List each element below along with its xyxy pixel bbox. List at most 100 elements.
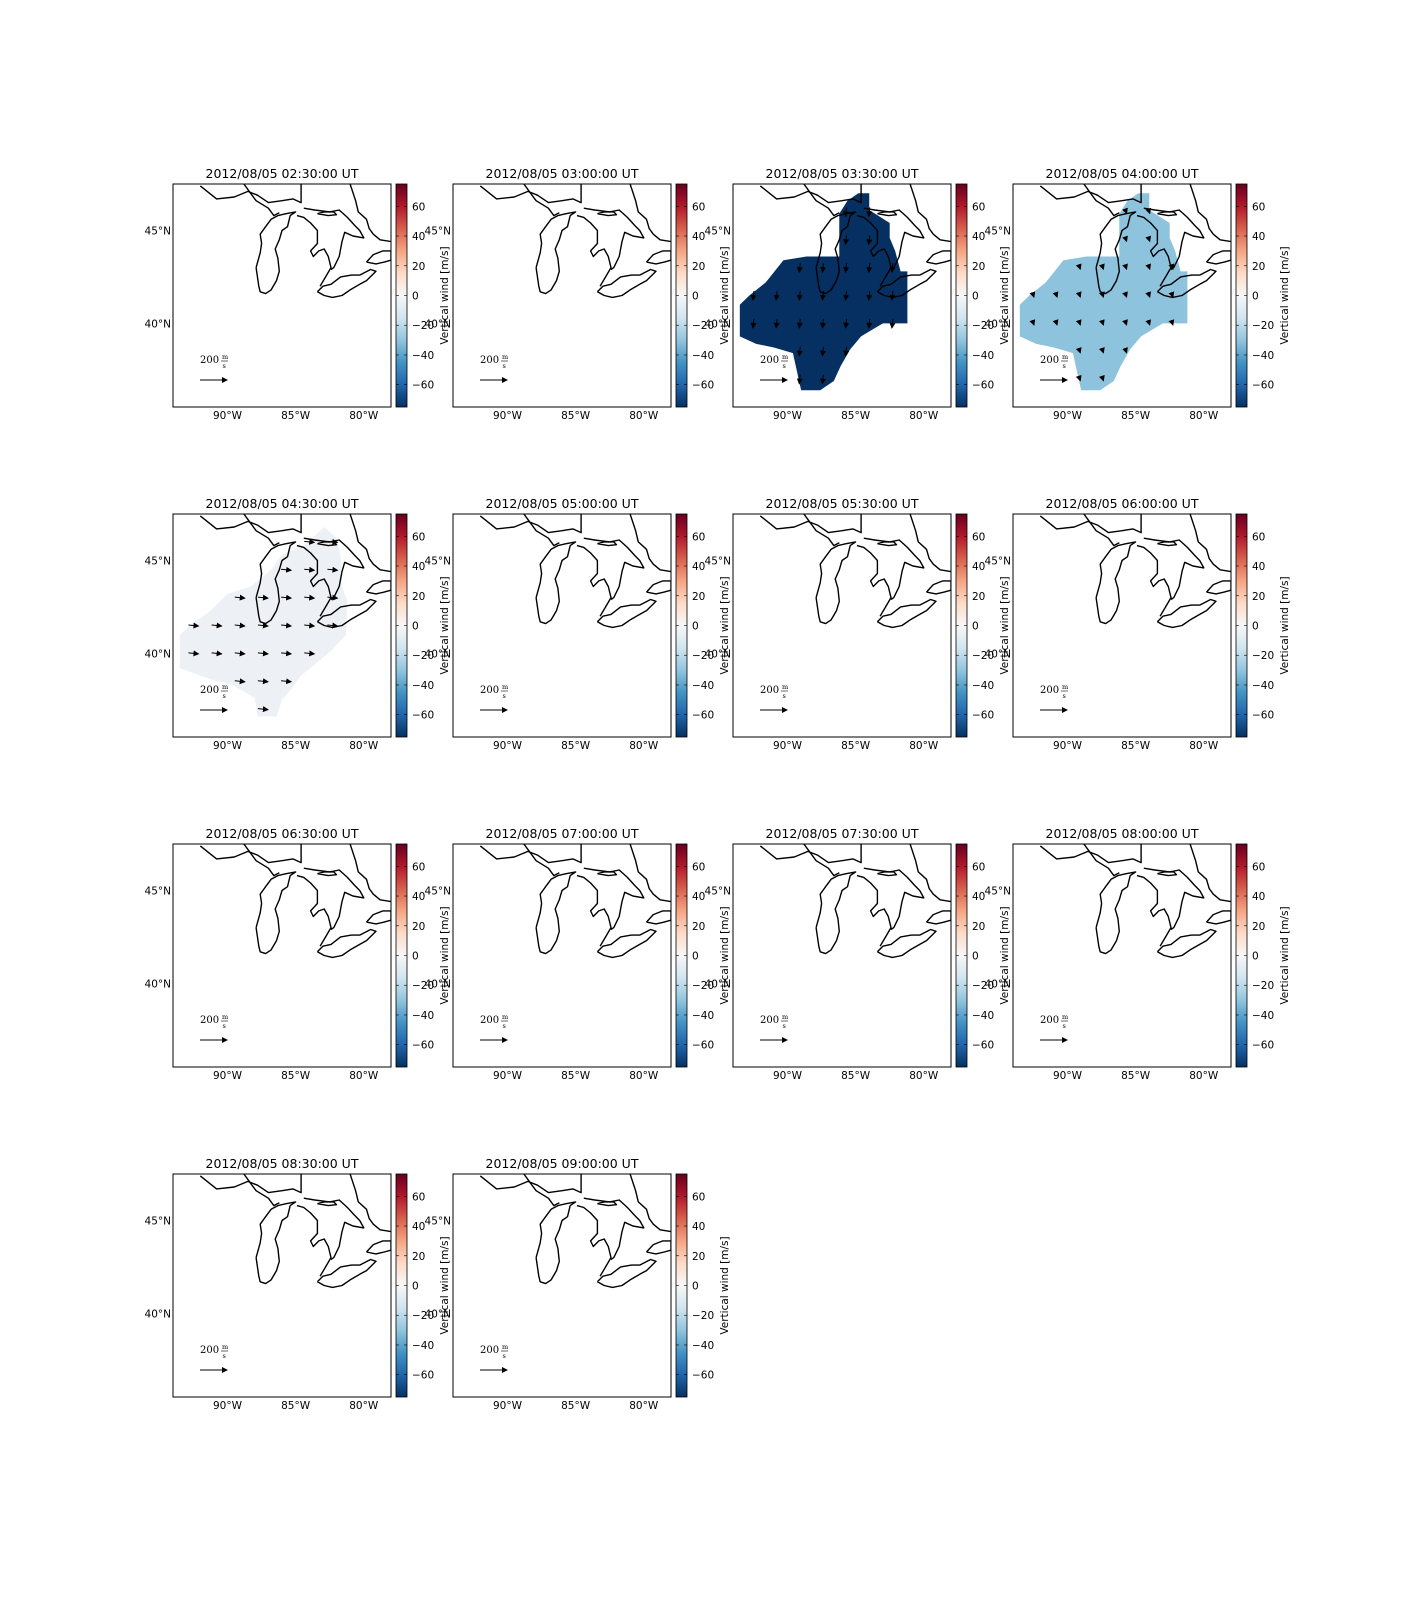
colorbar-tick-label: −20 [1252, 320, 1274, 332]
coastline [1083, 844, 1120, 877]
colorbar-tick-label: −40 [972, 350, 994, 362]
coastline [479, 184, 582, 204]
wind-vector [1052, 319, 1059, 326]
wind-vector [843, 346, 850, 357]
wind-vector [843, 207, 850, 218]
coastline [535, 541, 577, 625]
coastline [576, 874, 612, 947]
lon-tick-label: 80°W [629, 1400, 659, 1412]
coastline [925, 250, 951, 265]
coastline [479, 1174, 582, 1194]
lon-tick-label: 80°W [909, 740, 939, 752]
wind-vector [304, 594, 316, 601]
colorbar-tick-label: −40 [412, 1340, 434, 1352]
coastline [296, 874, 332, 947]
colorbar-tick-label: 40 [972, 891, 985, 903]
panel-title: 2012/08/05 06:30:00 UT [206, 826, 359, 841]
coastline [815, 541, 857, 625]
quiver-key-unit-den: s [503, 1352, 506, 1360]
colorbar-tick-label: −40 [1252, 680, 1274, 692]
panel-title: 2012/08/05 05:00:00 UT [486, 496, 639, 511]
colorbar-tick-label: 0 [972, 621, 979, 633]
quiver-key-unit-num: m [222, 683, 228, 691]
coastline [535, 1201, 577, 1285]
lat-tick-label: 45°N [705, 885, 731, 897]
lat-tick-label: 45°N [705, 555, 731, 567]
quiver-key-unit-num: m [782, 683, 788, 691]
colorbar-tick-label: −40 [972, 680, 994, 692]
lon-tick-label: 80°W [1189, 410, 1219, 422]
wind-vector [866, 263, 873, 274]
wind-vector [796, 290, 803, 301]
wind-vector [188, 622, 200, 629]
coastline [803, 184, 840, 217]
colorbar-tick-label: 60 [972, 861, 985, 873]
lon-tick-label: 80°W [629, 1070, 659, 1082]
coastline [909, 844, 951, 903]
wind-vector [1029, 291, 1036, 298]
lat-tick-label: 45°N [425, 885, 451, 897]
wind-vector [866, 318, 873, 329]
lat-tick-label: 40°N [425, 978, 451, 990]
quiver-key-value: 200 [480, 1015, 499, 1026]
panel-title: 2012/08/05 08:00:00 UT [1046, 826, 1199, 841]
lat-tick-label: 40°N [985, 978, 1011, 990]
wind-vector [257, 594, 269, 601]
wind-vector [1145, 235, 1152, 243]
panel-title: 2012/08/05 08:30:00 UT [206, 1156, 359, 1171]
coastline [815, 871, 857, 955]
lat-tick-label: 40°N [145, 648, 171, 660]
quiver-key-unit-den: s [503, 362, 506, 370]
coastline [255, 871, 297, 955]
coastline [909, 184, 951, 243]
colorbar-tick-label: −20 [972, 980, 994, 992]
map-frame [452, 1173, 672, 1398]
lon-tick-label: 85°W [841, 740, 871, 752]
wind-vector [281, 622, 293, 629]
lon-tick-label: 90°W [1053, 740, 1083, 752]
quiver-key-unit-num: m [222, 353, 228, 361]
coastline [199, 1174, 302, 1194]
map-contents [479, 1174, 671, 1289]
coastline [597, 1201, 618, 1207]
panel-title: 2012/08/05 02:30:00 UT [206, 166, 359, 181]
coastline [523, 514, 560, 547]
colorbar-label: Vertical wind [m/s] [439, 1236, 451, 1334]
coastline [1039, 514, 1142, 534]
wind-vector [1145, 319, 1152, 326]
coastline [877, 541, 898, 547]
colorbar-label: Vertical wind [m/s] [439, 906, 451, 1004]
lon-tick-label: 80°W [909, 410, 939, 422]
coastline [576, 544, 612, 617]
colorbar-tick-label: −20 [692, 1310, 714, 1322]
colorbar: 60 40 20 0 −20 −40 −60 Vertical wind [m/s] [955, 513, 1011, 738]
colorbar: 60 40 20 0 −20 −40 −60 Vertical wind [m/s] [675, 843, 731, 1068]
wind-vector [1075, 347, 1082, 354]
colorbar-tick-label: 0 [972, 291, 979, 303]
quiver-key-value: 200 [1040, 1015, 1059, 1026]
colorbar-tick-label: 40 [412, 231, 425, 243]
map-frame [732, 183, 952, 408]
colorbar-tick-label: 20 [972, 261, 985, 273]
coastline [629, 184, 671, 243]
lat-tick-label: 40°N [145, 1308, 171, 1320]
lat-tick-label: 45°N [985, 225, 1011, 237]
colorbar-tick-label: −20 [692, 980, 714, 992]
coastline [803, 844, 840, 877]
lon-tick-label: 85°W [281, 410, 311, 422]
colorbar-tick-label: 60 [692, 201, 705, 213]
colorbar-tick-label: −60 [412, 710, 434, 722]
panel-title: 2012/08/05 04:30:00 UT [206, 496, 359, 511]
colorbar-tick-label: −40 [692, 350, 714, 362]
wind-vector [1075, 291, 1082, 298]
coastline [863, 867, 925, 931]
map-frame [172, 843, 392, 1068]
colorbar-tick-label: −60 [412, 1370, 434, 1382]
lat-tick-label: 45°N [425, 225, 451, 237]
wind-vector [1098, 263, 1105, 271]
